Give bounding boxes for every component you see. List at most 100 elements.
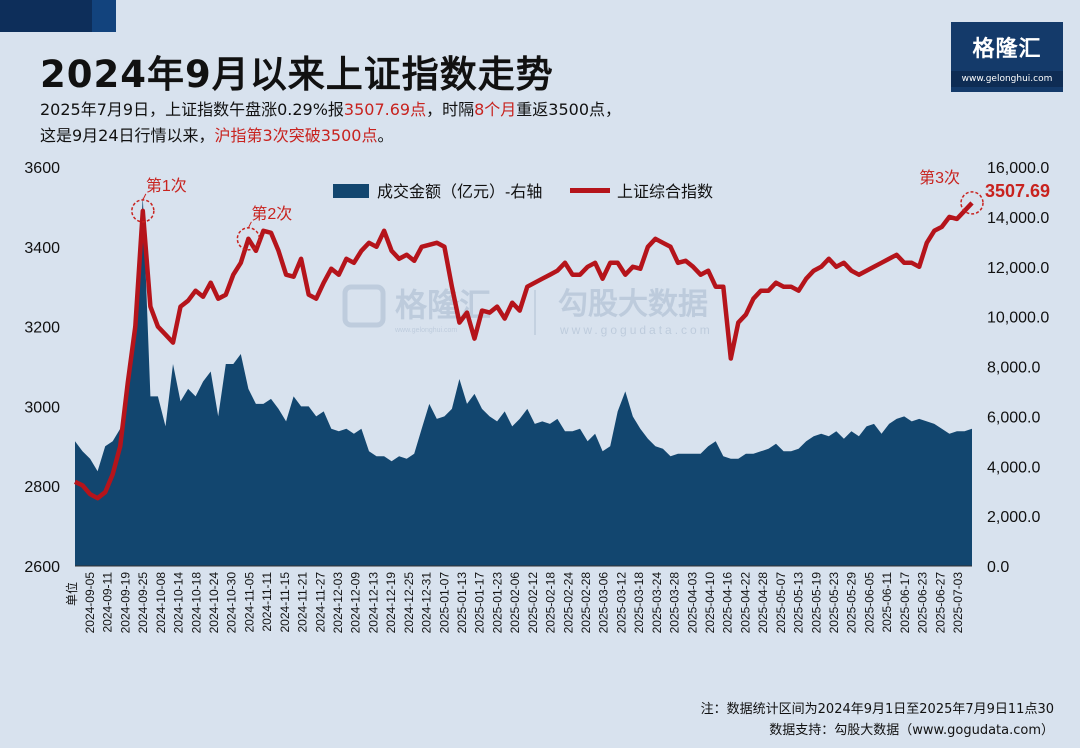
- legend-index-label: 上证综合指数: [617, 183, 713, 201]
- breakout-leader-2: [247, 221, 252, 229]
- watermark-url-1: www.gelonghui.com: [394, 327, 457, 334]
- x-tick-label: 2025-04-16: [721, 572, 735, 634]
- subtitle-line2-segment-0: 这是9月24日行情以来，: [40, 126, 215, 145]
- x-tick-label: 2024-12-31: [420, 572, 434, 634]
- subtitle-line1-segment-0: 2025年7月9日，上证指数午盘涨0.29%报: [40, 100, 344, 119]
- volume-area: [75, 196, 972, 566]
- subtitle-line1-segment-1: 3507.69点: [343, 100, 427, 119]
- x-tick-label: 2024-09-19: [118, 572, 132, 634]
- x-tick-label: 2024-11-15: [278, 572, 292, 633]
- x-tick-label: 2025-03-06: [597, 572, 611, 634]
- page-title: 2024年9月以来上证指数走势: [40, 53, 554, 96]
- x-tick-label: 2025-01-13: [455, 572, 469, 634]
- x-tick-label: 2024-10-08: [154, 572, 168, 634]
- footnote: 注：数据统计区间为2024年9月1日至2025年7月9日11点30: [700, 702, 1054, 717]
- x-tick-label: 2025-02-12: [526, 572, 540, 634]
- header-accent-bar-light: [92, 0, 116, 32]
- breakout-label-1: 第1次: [146, 177, 187, 195]
- x-tick-label: 2024-12-13: [366, 572, 380, 634]
- right-tick-label: 6,000.0: [987, 409, 1040, 426]
- x-tick-label: 2025-03-18: [632, 572, 646, 634]
- x-tick-label: 2025-06-11: [880, 572, 894, 633]
- left-tick-label: 2600: [24, 559, 60, 576]
- x-tick-label: 2024-11-27: [313, 572, 327, 633]
- x-tick-label: 2024-09-25: [136, 572, 150, 634]
- left-tick-label: 3400: [24, 240, 60, 257]
- subtitle-line-2: 这是9月24日行情以来，沪指第3次突破3500点。: [40, 122, 393, 146]
- x-tick-label: 2025-03-12: [614, 572, 628, 634]
- x-tick-label: 2025-05-29: [845, 572, 859, 634]
- x-tick-label: 2024-10-14: [172, 572, 186, 634]
- index-line: [74, 201, 974, 501]
- subtitle-line1-segment-2: ，时隔: [426, 100, 475, 119]
- legend-volume-label: 成交金额（亿元）-右轴: [377, 183, 542, 201]
- x-tick-label: 2025-02-06: [508, 572, 522, 634]
- gelonghui-logo: 格隆汇 www.gelonghui.com: [951, 22, 1063, 92]
- watermark-brand-2: 勾股大数据: [558, 288, 708, 321]
- x-tick-label: 2024-12-03: [331, 572, 345, 634]
- right-tick-label: 2,000.0: [987, 509, 1040, 526]
- right-tick-label: 12,000.0: [987, 260, 1049, 277]
- x-tick-label: 2025-05-07: [774, 572, 788, 634]
- x-tick-label: 2025-03-28: [668, 572, 682, 634]
- x-tick-label: 2024-12-25: [402, 572, 416, 634]
- x-tick-label: 2025-02-28: [579, 572, 593, 634]
- subtitle-line1-segment-3: 8个月: [474, 100, 517, 119]
- subtitle-line-1: 2025年7月9日，上证指数午盘涨0.29%报3507.69点，时隔8个月重返3…: [40, 96, 621, 120]
- x-tick-label: 2025-01-07: [437, 572, 451, 634]
- header-accent-bar: [0, 0, 92, 32]
- subtitle-line2-segment-2: 。: [377, 126, 394, 145]
- data-source: 数据支持：勾股大数据（www.gogudata.com）: [769, 723, 1054, 738]
- last-value-label: 3507.69: [985, 181, 1050, 201]
- watermark: 格隆汇 www.gelonghui.com 勾股大数据 www.gogudata…: [342, 284, 713, 337]
- legend-index-swatch: [570, 188, 610, 193]
- subtitle-line2-segment-1: 沪指第3次突破3500点: [214, 126, 378, 145]
- x-tick-label: 2025-06-05: [862, 572, 876, 634]
- breakout-label-3: 第3次: [919, 169, 960, 187]
- right-tick-label: 4,000.0: [987, 459, 1040, 476]
- right-tick-label: 16,000.0: [987, 160, 1049, 177]
- right-tick-label: 0.0: [987, 559, 1009, 576]
- x-tick-label: 2025-04-22: [738, 572, 752, 634]
- x-tick-label: 2024-10-30: [225, 572, 239, 634]
- watermark-url-2: www.gogudata.com: [559, 323, 713, 337]
- x-tick-label: 2025-04-28: [756, 572, 770, 634]
- left-tick-label: 3000: [24, 399, 60, 416]
- legend-volume-swatch: [333, 184, 369, 198]
- breakout-marker-3: [960, 191, 984, 215]
- watermark-logo-icon: [342, 284, 386, 328]
- x-tick-label: 2025-05-13: [792, 572, 806, 634]
- x-tick-label: 2025-02-24: [561, 572, 575, 634]
- x-tick-label: 2025-07-03: [951, 572, 965, 634]
- left-tick-label: 3200: [24, 320, 60, 337]
- x-tick-label: 2025-06-27: [933, 572, 947, 634]
- left-tick-label: 2800: [24, 479, 60, 496]
- x-tick-label: 2025-05-19: [809, 572, 823, 634]
- x-tick-label: 2024-12-19: [384, 572, 398, 634]
- breakout-leader-1: [142, 193, 147, 201]
- watermark-brand-1: 格隆汇: [395, 287, 491, 323]
- x-tick-label: 2024-12-09: [349, 572, 363, 634]
- x-tick-label: 2025-01-17: [473, 572, 487, 634]
- x-tick-label: 2024-10-24: [207, 572, 221, 634]
- logo-text: 格隆汇: [972, 37, 1042, 62]
- x-tick-label: 2025-06-23: [916, 572, 930, 634]
- x-tick-label: 2025-02-18: [544, 572, 558, 634]
- x-tick-label: 2024-09-05: [83, 572, 97, 634]
- x-tick-label: 2024-11-11: [260, 572, 274, 632]
- x-tick-label: 2025-05-23: [827, 572, 841, 634]
- unit-label: 单位: [64, 582, 79, 606]
- right-tick-label: 14,000.0: [987, 210, 1049, 227]
- left-tick-label: 3600: [24, 160, 60, 177]
- x-tick-label: 2025-04-03: [685, 572, 699, 634]
- right-tick-label: 8,000.0: [987, 360, 1040, 377]
- logo-url: www.gelonghui.com: [951, 71, 1063, 87]
- x-tick-label: 2025-04-10: [703, 572, 717, 634]
- x-tick-label: 2024-11-05: [242, 572, 256, 633]
- x-tick-label: 2025-03-24: [650, 572, 664, 634]
- x-tick-label: 2025-01-23: [490, 572, 504, 634]
- x-tick-label: 2024-09-11: [101, 572, 115, 633]
- breakout-label-2: 第2次: [251, 205, 292, 223]
- x-tick-label: 2025-06-17: [898, 572, 912, 634]
